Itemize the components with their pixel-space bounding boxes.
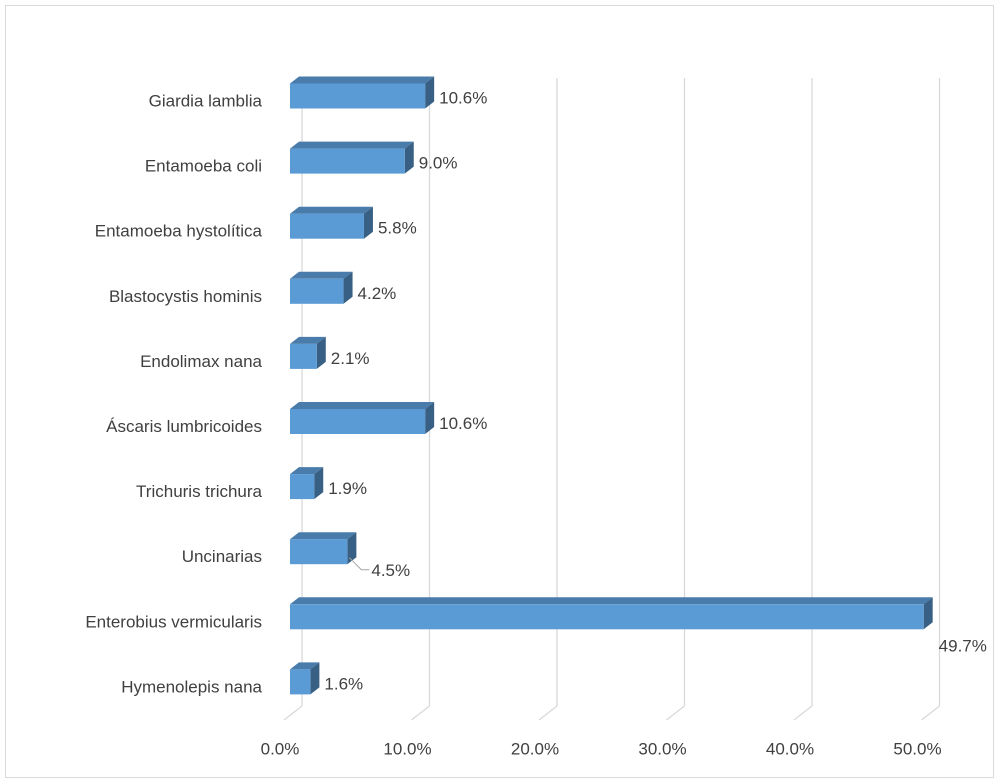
- bar: [290, 409, 426, 434]
- bar-top: [290, 271, 353, 279]
- bar: [290, 604, 924, 630]
- bar-top: [290, 532, 357, 540]
- bar-side: [404, 141, 414, 174]
- bar-top: [290, 206, 373, 214]
- y-tick-label: Giardia lamblia: [149, 91, 263, 110]
- data-label: 10.6%: [439, 88, 487, 107]
- y-tick-label: Enterobius vermicularis: [85, 612, 262, 631]
- data-label: 4.5%: [371, 561, 410, 580]
- bar-side: [310, 662, 320, 695]
- data-label: 1.6%: [324, 674, 363, 693]
- bar-side: [343, 271, 353, 304]
- bar-top: [290, 336, 326, 344]
- floor-line: [666, 705, 685, 721]
- bar: [290, 213, 364, 239]
- bar-top: [290, 662, 320, 670]
- y-tick-label: Entamoeba hystolítica: [95, 222, 263, 241]
- y-tick-label: Uncinarias: [182, 547, 262, 566]
- data-label: 10.6%: [439, 414, 487, 433]
- data-label: 4.2%: [358, 284, 397, 303]
- data-label: 2.1%: [331, 349, 370, 368]
- x-tick-label: 20.0%: [511, 739, 559, 758]
- bar: [290, 474, 315, 500]
- data-label: 5.8%: [378, 219, 417, 238]
- y-tick-label: Trichuris trichura: [136, 482, 262, 501]
- data-label: 1.9%: [328, 479, 367, 498]
- x-tick-label: 50.0%: [893, 739, 941, 758]
- x-tick-label: 0.0%: [261, 739, 300, 758]
- bar: [290, 669, 311, 695]
- bar: [290, 148, 405, 174]
- leader-line: [349, 557, 370, 571]
- bar: [290, 539, 348, 565]
- bar-top: [290, 597, 933, 605]
- chart-border: [5, 5, 994, 778]
- bar: [290, 343, 317, 369]
- floor-line: [921, 705, 940, 721]
- y-tick-label: Hymenolepis nana: [121, 677, 262, 696]
- y-tick-label: Áscaris lumbricoides: [106, 417, 262, 436]
- bar-side: [425, 76, 435, 109]
- y-tick-label: Blastocystis hominis: [109, 287, 262, 306]
- x-tick-label: 10.0%: [383, 739, 431, 758]
- x-tick-label: 30.0%: [638, 739, 686, 758]
- bar-side: [923, 597, 933, 630]
- bar-side: [314, 467, 324, 500]
- bar-side: [425, 402, 435, 434]
- bar-side: [347, 532, 357, 565]
- bar-top: [290, 402, 435, 409]
- bar-top: [290, 467, 324, 475]
- bar-top: [290, 76, 435, 84]
- floor-line: [411, 705, 430, 721]
- floor-line: [538, 705, 558, 721]
- y-tick-label: Entamoeba coli: [145, 157, 262, 176]
- bar-top: [290, 141, 414, 149]
- y-tick-label: Endolimax nana: [140, 352, 262, 371]
- bar-side: [363, 206, 373, 239]
- x-tick-label: 40.0%: [766, 739, 814, 758]
- bar: [290, 83, 426, 109]
- floor-line: [793, 705, 813, 721]
- data-label: 9.0%: [419, 154, 458, 173]
- bar: [290, 278, 344, 304]
- floor-line: [283, 705, 303, 721]
- data-label: 49.7%: [939, 636, 987, 655]
- bar-side: [316, 336, 326, 369]
